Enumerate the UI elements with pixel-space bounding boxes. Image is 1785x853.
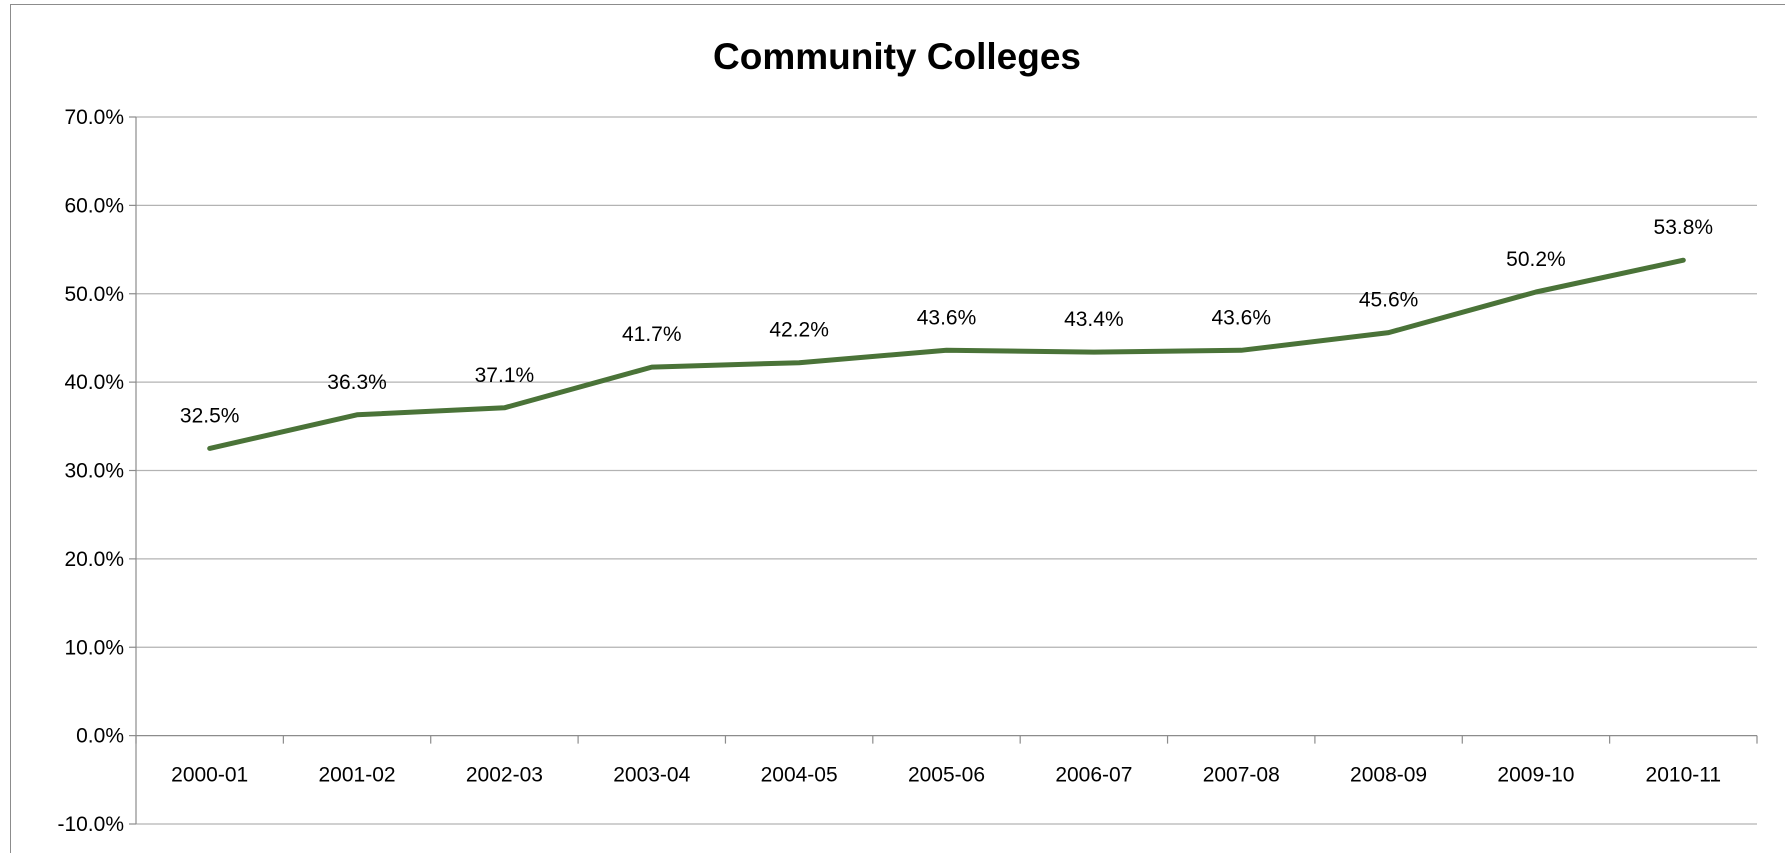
- axes: [129, 116, 1758, 825]
- x-tick-label: 2006-07: [1055, 764, 1132, 787]
- x-tick-label: 2009-10: [1497, 764, 1574, 787]
- data-label: 45.6%: [1359, 289, 1419, 312]
- data-label: 43.4%: [1064, 308, 1124, 331]
- data-label: 36.3%: [327, 371, 387, 394]
- data-label: 43.6%: [1211, 306, 1271, 329]
- data-labels: 32.5% 36.3% 37.1% 41.7% 42.2% 43.6% 43.4% 43.6%…: [180, 216, 1713, 427]
- x-tick-label: 2000-01: [171, 764, 248, 787]
- y-tick-label: 70.0%: [64, 106, 124, 129]
- data-label: 42.2%: [769, 319, 829, 342]
- data-label: 50.2%: [1506, 248, 1566, 271]
- y-axis-tick-labels: 70.0% 60.0% 50.0% 40.0% 30.0% 20.0% 10.0% 0.0% -…: [57, 106, 124, 836]
- series-line: [207, 257, 1686, 451]
- gridlines: [136, 116, 1757, 825]
- y-tick-label: 60.0%: [64, 194, 124, 217]
- x-tick-label: 2004-05: [761, 764, 838, 787]
- y-tick-label: 10.0%: [64, 636, 124, 659]
- y-tick-label: 0.0%: [76, 725, 124, 748]
- data-label: 37.1%: [475, 364, 535, 387]
- y-tick-label: -10.0%: [57, 813, 124, 836]
- x-tick-label: 2010-11: [1646, 764, 1722, 787]
- x-tick-label: 2008-09: [1350, 764, 1427, 787]
- data-label: 43.6%: [917, 306, 977, 329]
- series: [207, 257, 1686, 451]
- x-tick-label: 2007-08: [1203, 764, 1280, 787]
- x-tick-label: 2002-03: [466, 764, 543, 787]
- x-axis-tick-labels: 2000-01 2001-02 2002-03 2003-04 2004-05 2005-…: [171, 764, 1721, 787]
- x-tick-label: 2001-02: [319, 764, 396, 787]
- data-label: 53.8%: [1654, 216, 1714, 239]
- chart-title: Community Colleges: [713, 36, 1081, 77]
- y-tick-label: 40.0%: [64, 371, 124, 394]
- y-tick-label: 50.0%: [64, 283, 124, 306]
- data-label: 41.7%: [622, 323, 682, 346]
- y-tick-label: 20.0%: [64, 548, 124, 571]
- data-label: 32.5%: [180, 404, 240, 427]
- y-tick-label: 30.0%: [64, 460, 124, 483]
- x-tick-label: 2003-04: [613, 764, 690, 787]
- x-tick-label: 2005-06: [908, 764, 985, 787]
